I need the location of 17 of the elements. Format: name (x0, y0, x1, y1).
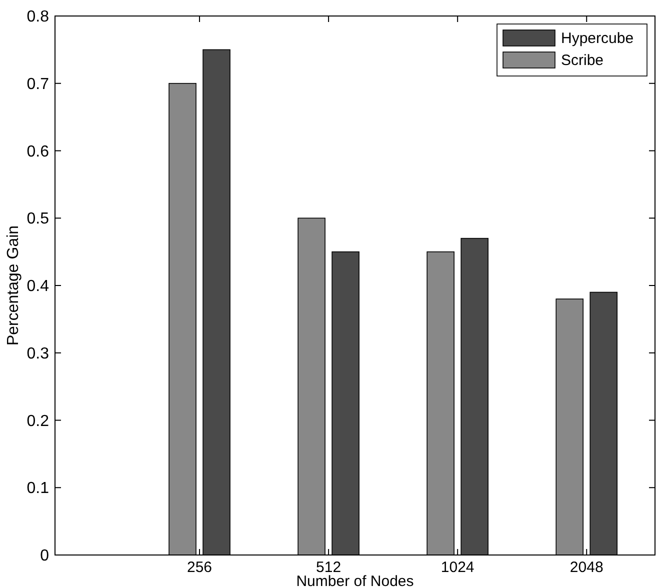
x-tick-label: 256 (187, 559, 212, 576)
y-tick-label: 0.5 (26, 210, 50, 228)
y-tick-label: 0.3 (26, 345, 50, 362)
x-axis-title: Number of Nodes (296, 573, 414, 587)
y-tick-label: 0.6 (26, 143, 50, 160)
y-tick-label: 0.2 (26, 412, 50, 430)
legend-label: Hypercube (561, 30, 634, 47)
x-tick-label: 512 (316, 559, 342, 576)
y-tick-label: 0.1 (26, 480, 50, 498)
y-tick-label: 0.4 (26, 278, 50, 296)
x-tick-label: 2048 (570, 559, 604, 576)
legend-label: Scribe (561, 52, 604, 69)
x-tick-label: 1024 (440, 559, 474, 576)
y-tick-label: 0.8 (26, 8, 50, 26)
y-tick-label: 0 (40, 548, 50, 565)
y-tick-label: 0.7 (26, 76, 50, 93)
y-axis-title: Percentage Gain (5, 225, 22, 346)
